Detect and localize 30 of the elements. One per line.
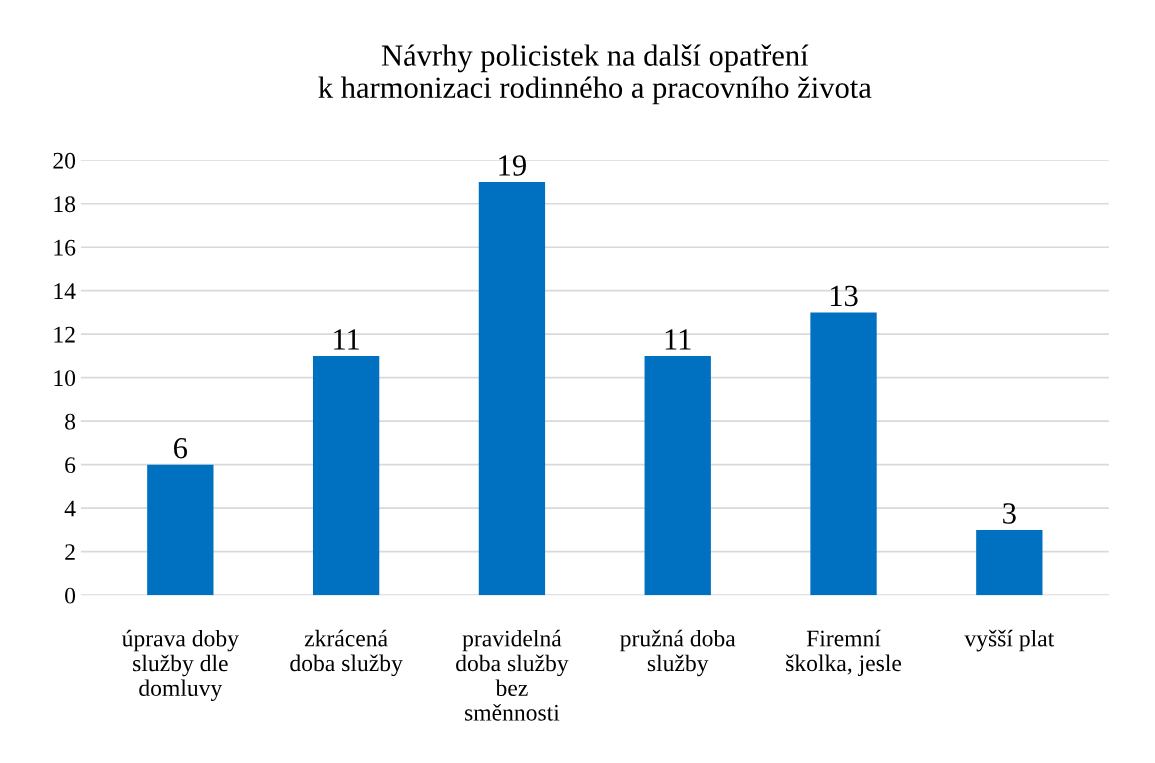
data-label: 3 <box>1003 503 1016 524</box>
bar <box>312 355 380 596</box>
bar <box>976 529 1043 596</box>
data-label: 19 <box>499 155 526 176</box>
x-tick-label: Firemní školka, jesle <box>786 629 902 677</box>
bar <box>644 355 711 596</box>
bar <box>478 181 546 596</box>
y-tick-label: 0 <box>65 587 76 604</box>
x-tick-label: pružná doba služby <box>620 629 736 677</box>
chart-title: Návrhy policistek na další opatření k harmonizaci rodinného a pracovního života <box>318 44 872 105</box>
y-tick-label: 10 <box>54 370 76 387</box>
y-tick-label: 20 <box>53 152 76 169</box>
data-label: 11 <box>665 329 691 350</box>
y-tick-label: 12 <box>54 326 75 343</box>
data-label: 11 <box>334 329 359 350</box>
data-label: 13 <box>830 285 858 307</box>
y-tick-label: 8 <box>65 413 76 430</box>
y-tick-label: 18 <box>54 196 76 213</box>
bar <box>147 464 214 596</box>
x-tick-label: zkrácená doba služby <box>290 629 403 677</box>
y-tick-label: 16 <box>54 239 76 256</box>
y-tick-label: 14 <box>54 283 76 299</box>
y-tick-label: 6 <box>65 457 76 474</box>
x-tick-label: vyšší plat <box>964 629 1055 652</box>
x-tick-label: pravidelná doba služby bez směnnosti <box>456 629 569 721</box>
data-label: 6 <box>174 437 188 459</box>
x-tick-label: úprava doby služby dle domluvy <box>121 629 239 701</box>
bar <box>810 312 877 596</box>
y-tick-label: 2 <box>65 544 75 560</box>
y-tick-label: 4 <box>64 500 76 517</box>
